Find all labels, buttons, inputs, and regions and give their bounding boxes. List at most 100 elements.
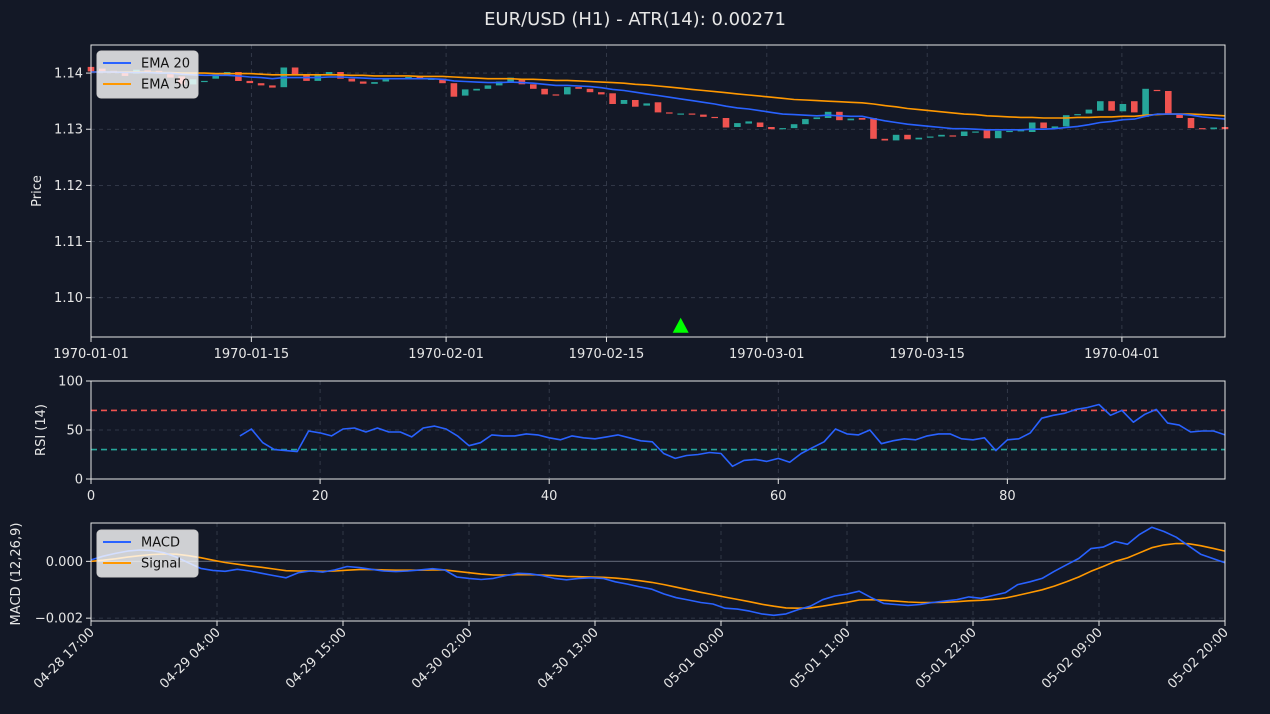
candle <box>325 72 333 76</box>
candle <box>246 80 254 84</box>
candle <box>541 88 548 95</box>
candle <box>802 119 809 125</box>
y-tick-label: 0 <box>75 473 83 488</box>
rsi-panel: 0 20 40 60 80 0 50 100 RSI (14) <box>34 375 1226 504</box>
rsi-line <box>239 403 1226 468</box>
legend-label: Signal <box>141 557 181 572</box>
x-tick-label: 1970-01-01 <box>53 347 129 362</box>
y-tick-label: 1.14 <box>54 67 83 82</box>
x-tick-label: 04-30 13:00 <box>535 625 602 692</box>
candle <box>870 118 877 139</box>
rsi-frame <box>90 380 1226 480</box>
x-tick-label: 05-02 20:00 <box>1165 625 1232 692</box>
candle <box>734 123 741 127</box>
x-tick-label: 80 <box>999 489 1016 504</box>
candle <box>1006 130 1013 133</box>
candle <box>1040 122 1047 129</box>
candle <box>1210 127 1217 130</box>
candle <box>291 67 299 75</box>
candle <box>507 77 514 82</box>
candle <box>926 136 934 138</box>
price-panel: 1970-01-01 1970-01-15 1970-02-01 1970-02-15… <box>30 44 1229 362</box>
price-frame <box>90 44 1226 338</box>
candle <box>688 113 696 115</box>
x-tick-label: 60 <box>770 489 787 504</box>
candle <box>439 78 446 84</box>
candle <box>779 128 786 130</box>
x-tick-label: 05-02 09:00 <box>1039 625 1106 692</box>
candle <box>530 84 537 89</box>
candle <box>450 83 458 97</box>
candle <box>1028 122 1036 132</box>
candle <box>892 134 900 141</box>
candle <box>257 83 265 86</box>
candle <box>677 113 684 115</box>
candle <box>881 138 889 141</box>
macd-ylabel: MACD (12,26,9) <box>9 523 24 626</box>
candle <box>858 118 866 120</box>
y-tick-label: 1.10 <box>54 291 83 306</box>
legend-label: EMA 20 <box>141 57 190 72</box>
candle <box>756 122 764 127</box>
buy-marker <box>672 317 689 333</box>
price-ylabel: Price <box>30 175 45 207</box>
candle <box>484 85 492 89</box>
candle <box>666 112 673 114</box>
y-tick-label: 50 <box>66 424 83 439</box>
candle <box>1119 104 1127 112</box>
candle <box>495 81 503 86</box>
candle <box>359 81 367 84</box>
candle <box>700 114 707 117</box>
x-tick-label: 1970-02-01 <box>408 347 484 362</box>
candle <box>212 74 219 79</box>
candle <box>722 118 730 128</box>
x-tick-label: 04-29 04:00 <box>157 625 224 692</box>
x-tick-label: 1970-03-15 <box>889 347 965 362</box>
candle <box>201 80 208 83</box>
legend-label: MACD <box>141 536 180 551</box>
candle <box>269 85 276 88</box>
candle <box>1142 88 1149 117</box>
candle <box>575 87 582 89</box>
candle <box>643 103 650 106</box>
candle <box>609 93 616 104</box>
candle <box>1165 91 1172 114</box>
y-tick-label: 1.11 <box>54 235 83 250</box>
candle <box>564 87 571 95</box>
x-tick-label: 1970-01-15 <box>214 347 290 362</box>
x-tick-label: 1970-02-15 <box>569 347 645 362</box>
candle <box>1199 128 1206 130</box>
candle <box>348 78 356 82</box>
candle <box>598 92 605 95</box>
x-tick-label: 40 <box>541 489 558 504</box>
candle <box>416 77 424 79</box>
legend-label: EMA 50 <box>141 78 190 93</box>
candle <box>654 102 662 113</box>
x-tick-label: 04-29 15:00 <box>283 625 350 692</box>
y-tick-label: 1.13 <box>54 123 83 138</box>
candle <box>1176 114 1183 118</box>
x-tick-label: 04-30 02:00 <box>409 625 476 692</box>
candle <box>586 88 594 93</box>
x-tick-label: 0 <box>87 489 95 504</box>
candle <box>983 130 991 139</box>
y-tick-label: −0.002 <box>35 612 83 627</box>
candle <box>1187 118 1195 129</box>
x-tick-label: 04-28 17:00 <box>31 625 98 692</box>
candle <box>371 82 378 84</box>
macd-frame <box>90 522 1226 622</box>
candle <box>1131 101 1138 113</box>
candle <box>620 100 628 104</box>
signal-line <box>90 542 1226 610</box>
candle <box>847 118 855 121</box>
candle <box>382 78 390 82</box>
macd-panel: 04-28 17:00 04-29 04:00 04-29 15:00 04-30 0… <box>9 522 1232 692</box>
rsi-ylabel: RSI (14) <box>34 404 49 456</box>
candle <box>552 94 560 96</box>
x-tick-label: 1970-04-01 <box>1084 347 1160 362</box>
candle <box>1153 89 1161 92</box>
macd-line <box>90 526 1226 617</box>
candle <box>405 77 412 79</box>
candle <box>1074 114 1081 116</box>
